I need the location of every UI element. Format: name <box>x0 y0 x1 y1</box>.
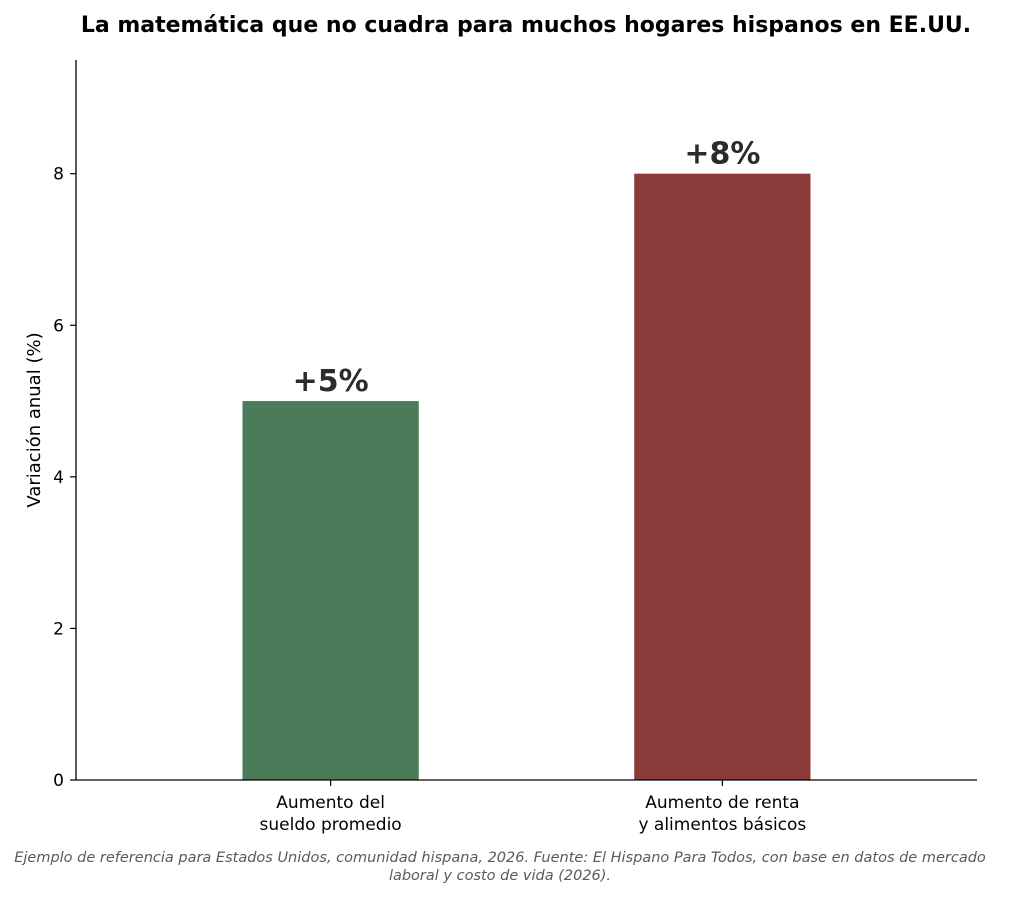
chart-title: La matemática que no cuadra para muchos … <box>81 13 971 38</box>
x-axis-ticks: Aumento del sueldo promedio Aumento de ren… <box>260 780 806 835</box>
bar-data-labels: +5% +8% <box>293 137 761 399</box>
y-tick-label: 0 <box>53 771 64 791</box>
x-tick-label: Aumento de renta y alimentos básicos <box>638 793 806 835</box>
y-tick-label: 8 <box>53 165 64 185</box>
x-tick-label: Aumento del sueldo promedio <box>260 793 402 835</box>
chart-footnote: Ejemplo de referencia para Estados Unido… <box>14 850 986 884</box>
y-tick-label: 6 <box>53 316 64 336</box>
y-axis-ticks: 0 2 4 6 8 <box>53 165 76 791</box>
y-tick-label: 2 <box>53 619 64 639</box>
y-tick-label: 4 <box>53 468 64 488</box>
y-axis-label: Variación anual (%) <box>24 332 45 507</box>
bar <box>242 401 419 780</box>
bar-data-label: +5% <box>293 364 369 399</box>
bar-data-label: +8% <box>684 137 760 172</box>
bar <box>634 173 811 780</box>
bars <box>242 173 811 780</box>
